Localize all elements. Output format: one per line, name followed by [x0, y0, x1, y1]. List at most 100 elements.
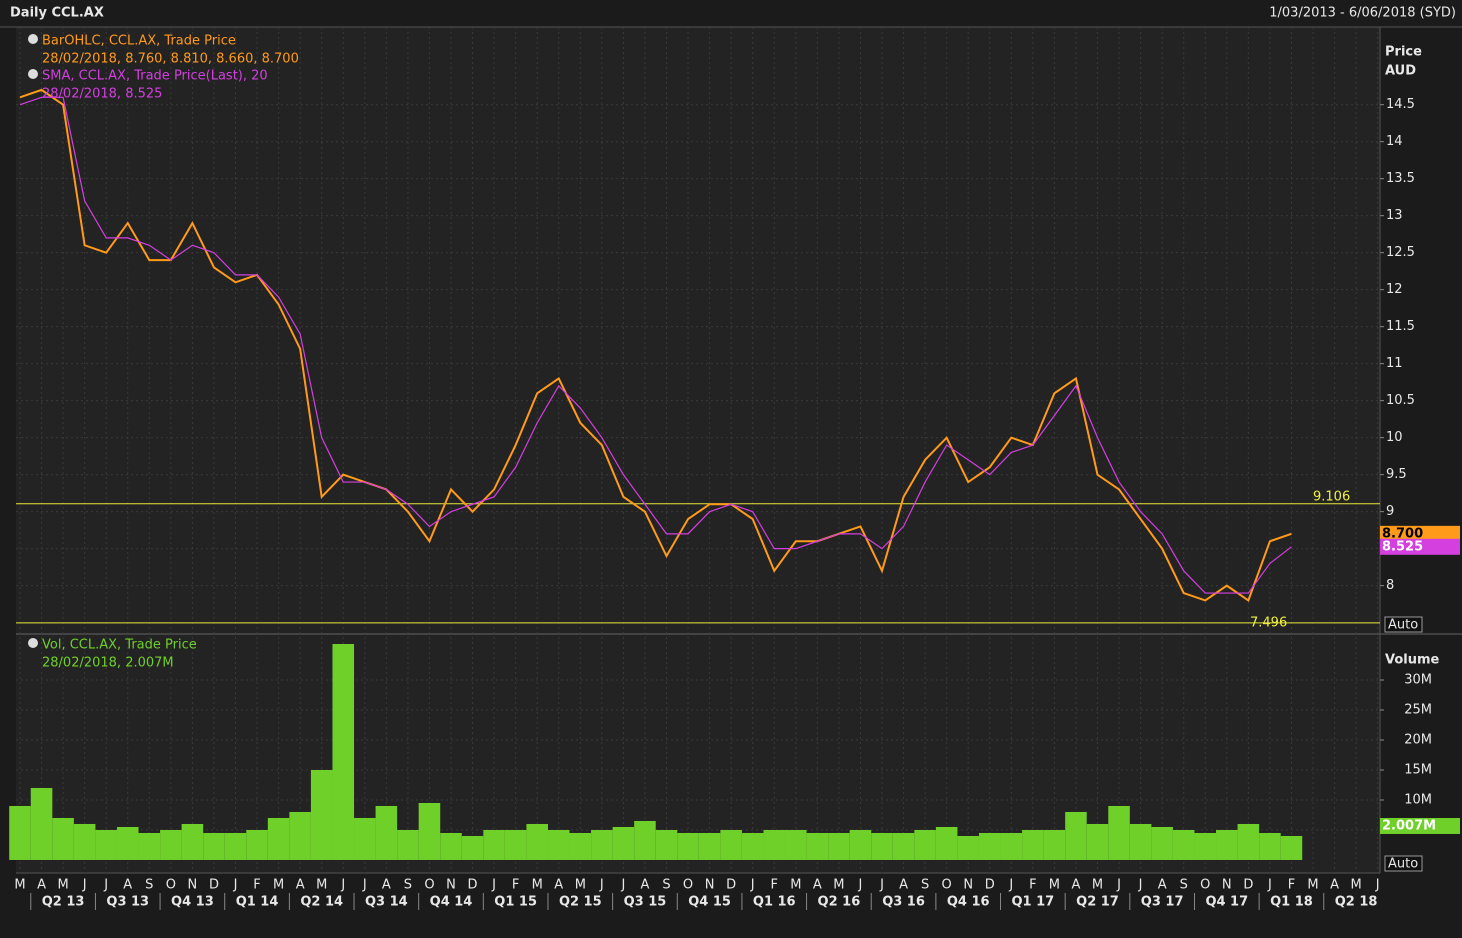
x-tick-label: O — [166, 878, 176, 893]
quarter-label: Q4 16 — [947, 895, 990, 910]
volume-bar — [978, 832, 1001, 860]
auto-button[interactable] — [1384, 616, 1423, 633]
legend-icon — [28, 69, 38, 79]
x-tick-label: F — [1029, 878, 1036, 893]
legend-name: BarOHLC, CCL.AX, Trade Price — [42, 34, 236, 49]
quarter-label: Q4 14 — [430, 895, 473, 910]
x-tick-label: D — [1243, 878, 1253, 893]
x-tick-label: O — [1200, 878, 1210, 893]
volume-bar — [246, 829, 268, 860]
volume-bar — [1129, 823, 1152, 860]
volume-bar — [892, 832, 915, 860]
y-tick-label: 15M — [1404, 762, 1432, 777]
x-tick-label: A — [899, 878, 908, 893]
volume-bar — [612, 826, 635, 860]
volume-bar — [310, 769, 333, 860]
legend-name: SMA, CCL.AX, Trade Price(Last), 20 — [42, 69, 268, 84]
volume-bar — [160, 829, 182, 860]
x-tick-label: F — [253, 878, 260, 893]
x-tick-label: N — [705, 878, 715, 893]
volume-bar — [1259, 832, 1281, 860]
y-axis-unit: AUD — [1385, 64, 1416, 79]
quarter-label: Q2 17 — [1076, 895, 1119, 910]
plot-area — [16, 27, 1380, 873]
x-tick-label: J — [879, 878, 884, 893]
x-tick-label: A — [554, 878, 563, 893]
quarter-label: Q4 13 — [171, 895, 214, 910]
auto-button[interactable] — [1384, 855, 1423, 872]
volume-bar — [95, 829, 117, 860]
last-value-label: 2.007M — [1382, 818, 1436, 833]
auto-button-label[interactable]: Auto — [1388, 618, 1418, 633]
x-tick-label: J — [1116, 878, 1121, 893]
volume-bar — [1194, 832, 1217, 860]
x-tick-label: A — [296, 878, 305, 893]
x-tick-label: J — [340, 878, 345, 893]
x-tick-label: S — [145, 878, 153, 893]
x-tick-label: A — [1330, 878, 1339, 893]
x-tick-label: J — [1008, 878, 1013, 893]
volume-bar — [375, 805, 398, 860]
quarter-label: Q2 14 — [300, 895, 343, 910]
last-value-label: 8.700 — [1382, 526, 1423, 541]
volume-bar — [52, 817, 74, 860]
x-tick-label: J — [1267, 878, 1272, 893]
volume-bar — [332, 643, 355, 860]
volume-bar — [741, 832, 764, 860]
volume-bar — [763, 829, 786, 860]
volume-bar — [634, 820, 656, 860]
x-tick-label: M — [575, 878, 586, 893]
volume-bar — [871, 832, 893, 860]
legend-detail: 28/02/2018, 8.525 — [42, 87, 162, 102]
volume-axis-label: Volume — [1385, 653, 1440, 668]
volume-bar — [849, 829, 872, 860]
x-tick-label: J — [1138, 878, 1143, 893]
y-tick-label: 11 — [1386, 356, 1403, 371]
quarter-label: Q3 14 — [365, 895, 408, 910]
legend-detail: 28/02/2018, 2.007M — [42, 656, 174, 671]
quarter-label: Q4 15 — [688, 895, 731, 910]
x-tick-label: M — [1350, 878, 1361, 893]
volume-bar — [397, 829, 419, 860]
x-tick-label: M — [14, 878, 25, 893]
volume-bar — [224, 832, 247, 860]
x-tick-label: A — [123, 878, 132, 893]
x-tick-label: D — [468, 878, 478, 893]
volume-bar — [957, 835, 979, 860]
volume-bar — [116, 826, 139, 860]
quarter-label: Q1 15 — [494, 895, 537, 910]
price-line — [19, 96, 1292, 594]
y-tick-label: 9 — [1386, 504, 1394, 519]
x-tick-label: F — [1288, 878, 1295, 893]
x-tick-label: S — [404, 878, 412, 893]
quarter-label: Q2 18 — [1335, 895, 1378, 910]
volume-bar — [138, 832, 161, 860]
reference-label: 7.496 — [1250, 615, 1287, 630]
auto-button-label[interactable]: Auto — [1388, 857, 1418, 872]
volume-bar — [440, 832, 462, 860]
volume-bar — [935, 826, 958, 860]
volume-bar — [1065, 811, 1087, 860]
volume-bar — [9, 805, 31, 860]
y-axis-label: Price — [1385, 45, 1422, 60]
x-tick-label: J — [620, 878, 625, 893]
x-tick-label: D — [726, 878, 736, 893]
x-tick-label: A — [382, 878, 391, 893]
quarter-label: Q1 17 — [1011, 895, 1054, 910]
volume-bar — [354, 817, 376, 860]
x-tick-label: O — [683, 878, 693, 893]
x-tick-label: M — [1049, 878, 1060, 893]
volume-bar — [483, 829, 505, 860]
volume-bar — [526, 823, 548, 860]
quarter-label: Q3 15 — [624, 895, 667, 910]
volume-bar — [914, 829, 936, 860]
x-tick-label: M — [833, 878, 844, 893]
x-tick-label: D — [985, 878, 995, 893]
quarter-label: Q2 13 — [42, 895, 85, 910]
volume-bar — [30, 787, 53, 860]
last-value-tag — [1380, 525, 1460, 542]
volume-bar — [1216, 829, 1238, 860]
x-tick-label: J — [1375, 878, 1380, 893]
volume-bar — [547, 829, 570, 860]
x-tick-label: J — [858, 878, 863, 893]
